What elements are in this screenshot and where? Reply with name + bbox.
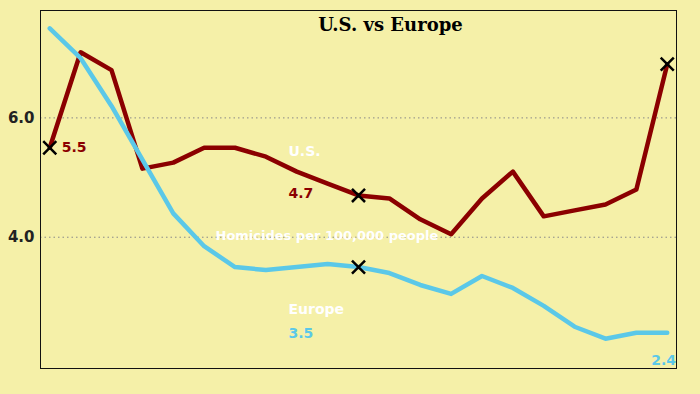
svg-text:U.S.: U.S.: [289, 143, 321, 159]
svg-text:2.4: 2.4: [651, 352, 676, 368]
svg-text:4.7: 4.7: [289, 185, 314, 201]
svg-text:4.0: 4.0: [8, 228, 35, 246]
svg-text:Homicides per 100,000 people: Homicides per 100,000 people: [216, 228, 439, 243]
svg-text:3.5: 3.5: [289, 325, 314, 341]
svg-text:Europe: Europe: [289, 301, 345, 317]
svg-text:6.0: 6.0: [8, 109, 35, 127]
svg-text:U.S. vs Europe: U.S. vs Europe: [318, 14, 462, 35]
svg-text:5.5: 5.5: [62, 139, 87, 155]
